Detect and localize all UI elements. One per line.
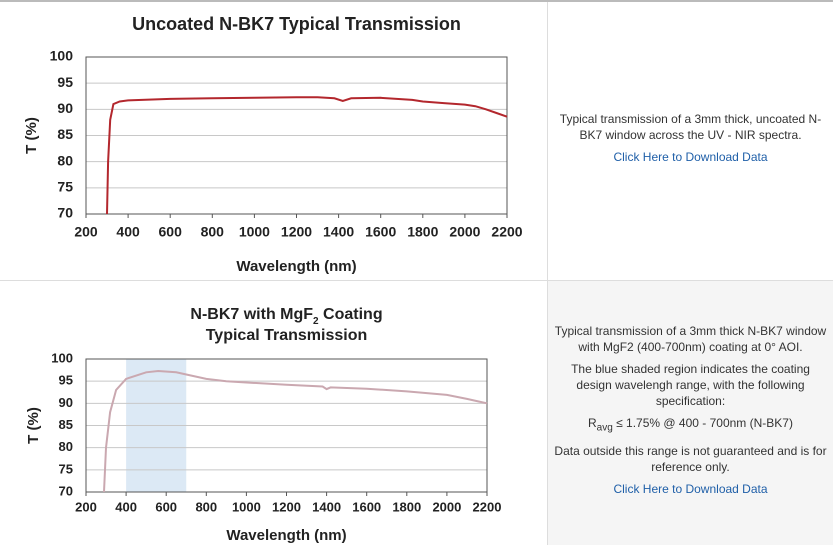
- y-tick-label: 85: [57, 126, 73, 142]
- x-tick-label: 1600: [352, 499, 381, 514]
- y-tick-label: 90: [59, 395, 73, 410]
- title-subscript: 2: [313, 316, 319, 327]
- x-tick-label: 400: [116, 224, 140, 240]
- chart-title: Typical Transmission: [206, 327, 368, 344]
- chart-title: N-BK7 with MgF2 Coating: [190, 306, 382, 326]
- title-text: N-BK7 with MgF: [190, 306, 313, 323]
- plot-frame: [85, 358, 488, 493]
- charts: Uncoated N-BK7 Typical Transmission 70 75 8…: [23, 14, 523, 544]
- description: Typical transmission of a 3mm thick, unc…: [559, 112, 822, 142]
- y-tick-label: 95: [57, 74, 73, 90]
- description: Typical transmission of a 3mm thick N-BK…: [554, 324, 827, 355]
- y-tick-label: 95: [59, 373, 73, 388]
- download-link[interactable]: Click Here to Download Data: [613, 481, 768, 496]
- x-tick-label: 1000: [239, 224, 270, 240]
- x-tick-label: 1400: [312, 499, 341, 514]
- spec-subscript: avg: [596, 422, 613, 434]
- x-axis-label: Wavelength (nm): [226, 527, 346, 544]
- title-text: Coating: [319, 306, 383, 323]
- y-axis-label: T (%): [25, 407, 42, 444]
- x-tick-label: 1400: [323, 224, 354, 240]
- x-tick-label: 1000: [232, 499, 261, 514]
- plot-frame: [85, 56, 508, 215]
- x-tick-label: 800: [201, 224, 225, 240]
- y-tick-label: 80: [59, 439, 73, 454]
- y-tick-label: 90: [57, 100, 73, 116]
- y-tick-label: 100: [51, 350, 73, 365]
- y-tick-label: 70: [59, 483, 73, 498]
- x-tick-label: 800: [195, 499, 217, 514]
- chart-title: Uncoated N-BK7 Typical Transmission: [132, 14, 461, 34]
- spec: Ravg ≤ 1.75% @ 400 - 700nm (N-BK7): [554, 415, 827, 436]
- y-tick-label: 70: [57, 205, 73, 221]
- y-tick-label: 100: [50, 48, 74, 64]
- download-link[interactable]: Click Here to Download Data: [613, 150, 768, 164]
- description-cell: Typical transmission of a 3mm thick N-BK…: [547, 281, 833, 545]
- description-cell: Typical transmission of a 3mm thick, unc…: [547, 2, 833, 280]
- spec-text: ≤ 1.75% @ 400 - 700nm (N-BK7): [612, 416, 793, 431]
- x-tick-label: 600: [159, 224, 183, 240]
- disclaimer: Data outside this range is not guarantee…: [554, 443, 827, 474]
- note: The blue shaded region indicates the coa…: [571, 362, 810, 409]
- data-line: [106, 96, 508, 215]
- x-tick-label: 400: [115, 499, 137, 514]
- row-divider: [0, 280, 833, 281]
- y-axis-label: T (%): [23, 117, 40, 154]
- x-tick-label: 200: [75, 499, 97, 514]
- x-tick-label: 1800: [392, 499, 421, 514]
- data-line: [103, 369, 488, 493]
- x-tick-label: 600: [155, 499, 177, 514]
- x-tick-label: 2000: [449, 224, 480, 240]
- x-tick-label: 1800: [407, 224, 438, 240]
- y-tick-label: 75: [59, 461, 73, 476]
- x-tick-label: 1200: [281, 224, 312, 240]
- y-tick-label: 85: [59, 417, 73, 432]
- y-tick-label: 80: [57, 152, 73, 168]
- x-axis-label: Wavelength (nm): [236, 258, 356, 275]
- y-tick-label: 75: [57, 179, 73, 195]
- x-tick-label: 2200: [491, 224, 522, 240]
- x-tick-label: 200: [74, 224, 98, 240]
- spec-symbol: R: [588, 416, 597, 431]
- x-tick-label: 1600: [365, 224, 396, 240]
- x-tick-label: 2200: [473, 499, 502, 514]
- x-tick-label: 2000: [432, 499, 461, 514]
- x-tick-label: 1200: [272, 499, 301, 514]
